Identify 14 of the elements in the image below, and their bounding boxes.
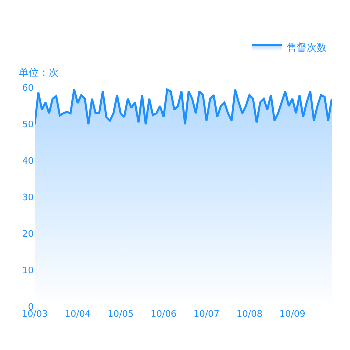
y-tick-label: 50 [22,120,34,131]
x-tick-label: 10/05 [108,310,134,320]
x-tick-label: 10/09 [280,310,306,320]
y-tick-label: 20 [22,230,34,240]
y-tick-label: 40 [22,157,34,168]
y-tick-label: 60 [22,84,34,94]
y-tick-label: 30 [22,194,34,204]
y-axis-title: 单位：次 [19,67,59,79]
x-tick-label: 10/06 [150,310,178,320]
x-tick-label: 10/04 [64,310,92,320]
legend-label: 售督次数 [287,42,327,54]
y-tick-label: 10 [22,266,34,277]
x-tick-label: 10/07 [194,310,220,320]
x-tick-label: 10/08 [236,310,263,320]
